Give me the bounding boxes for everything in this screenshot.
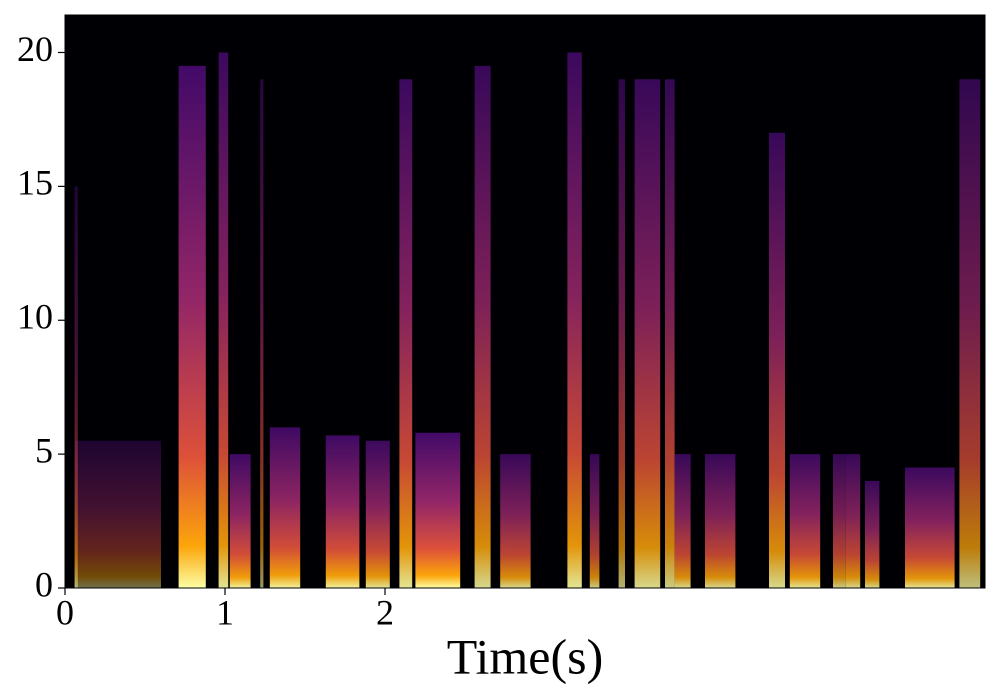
spectral-burst <box>218 52 229 589</box>
y-tick-label: 10 <box>17 297 53 337</box>
spectral-burst <box>674 454 691 588</box>
spectral-burst <box>365 440 390 588</box>
spectral-burst <box>474 65 491 588</box>
spectral-burst <box>229 454 251 588</box>
x-tick-label: 2 <box>376 592 394 632</box>
spectral-burst <box>959 79 981 588</box>
spectral-burst <box>589 454 600 588</box>
spectral-burst <box>665 79 675 588</box>
spectral-burst <box>178 65 206 588</box>
plot-area <box>65 15 985 589</box>
spectral-burst <box>833 454 846 588</box>
spectral-burst <box>634 79 661 588</box>
spectral-burst <box>789 454 821 588</box>
spectral-burst <box>905 467 955 588</box>
spectral-burst <box>845 454 861 588</box>
y-tick-label: 5 <box>35 430 53 470</box>
spectral-burst <box>567 52 582 589</box>
spectral-burst <box>325 435 360 588</box>
spectral-burst <box>618 79 625 588</box>
spectral-burst <box>74 186 78 588</box>
x-axis-label: Time(s) <box>447 628 604 684</box>
axes-frame <box>64 14 986 589</box>
spectral-burst <box>269 427 301 588</box>
spectral-burst <box>415 432 461 588</box>
y-tick-label: 15 <box>17 163 53 203</box>
y-tick-label: 0 <box>35 564 53 604</box>
spectral-burst <box>865 480 880 588</box>
spectral-burst <box>769 132 785 588</box>
spectral-burst <box>399 79 413 588</box>
x-tick-label: 1 <box>216 592 234 632</box>
y-tick-label: 20 <box>17 29 53 69</box>
spectral-burst <box>500 454 531 588</box>
spectral-burst <box>260 79 264 588</box>
spectral-burst <box>705 454 736 588</box>
spectral-burst <box>74 440 161 588</box>
x-tick-label: 0 <box>56 592 74 632</box>
